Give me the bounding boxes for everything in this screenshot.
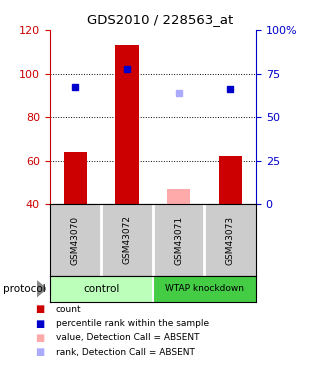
Text: GSM43072: GSM43072 [123, 216, 132, 264]
Text: ■: ■ [35, 304, 44, 314]
Bar [167, 189, 190, 204]
Text: GSM43073: GSM43073 [226, 215, 235, 265]
Text: value, Detection Call = ABSENT: value, Detection Call = ABSENT [56, 333, 199, 342]
Text: GSM43071: GSM43071 [174, 215, 183, 265]
Text: ■: ■ [35, 319, 44, 328]
Bar [116, 45, 139, 204]
Text: WTAP knockdown: WTAP knockdown [165, 284, 244, 293]
Text: count: count [56, 305, 82, 314]
Text: GDS2010 / 228563_at: GDS2010 / 228563_at [87, 13, 233, 26]
Bar [64, 152, 87, 204]
Text: GSM43070: GSM43070 [71, 215, 80, 265]
Text: ■: ■ [35, 333, 44, 343]
Text: control: control [83, 284, 119, 294]
Bar [219, 156, 242, 204]
Text: ■: ■ [35, 347, 44, 357]
Polygon shape [37, 281, 46, 297]
Text: percentile rank within the sample: percentile rank within the sample [56, 319, 209, 328]
Text: protocol: protocol [3, 284, 46, 294]
Text: rank, Detection Call = ABSENT: rank, Detection Call = ABSENT [56, 348, 195, 357]
